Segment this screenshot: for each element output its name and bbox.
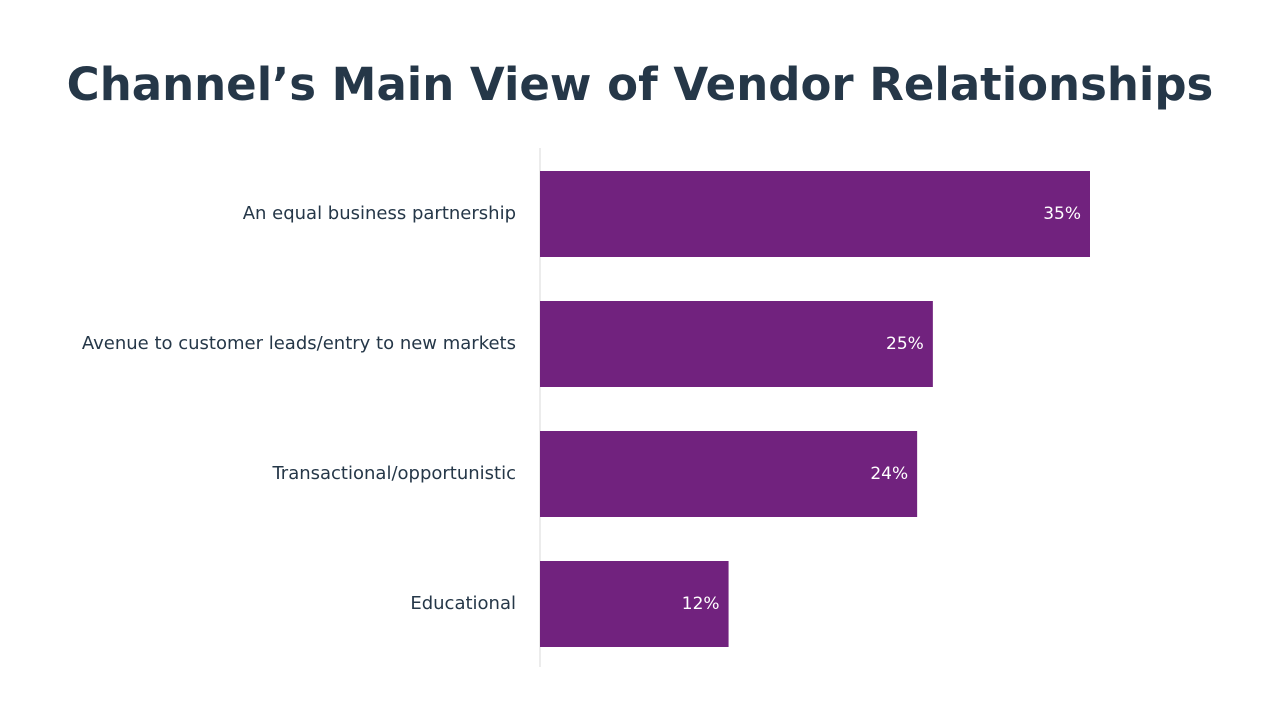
bar-transactional-opportunistic [540, 431, 918, 517]
category-label-transactional-opportunistic: Transactional/opportunistic [271, 463, 516, 484]
category-labels: An equal business partnership Avenue to c… [82, 203, 516, 614]
bar-avenue-to-customer-leads-entry-to-new-markets [540, 301, 933, 387]
bar-an-equal-business-partnership [540, 171, 1090, 257]
value-label-an-equal-business-partnership: 35% [1043, 204, 1081, 224]
category-label-an-equal-business-partnership: An equal business partnership [243, 203, 516, 224]
value-labels: 35% 25% 24% 12% [682, 204, 1081, 614]
bar-educational [540, 561, 729, 647]
category-label-avenue-to-customer-leads-entry-to-new-markets: Avenue to customer leads/entry to new ma… [82, 333, 516, 354]
slide-title: Channel’s Main View of Vendor Relationsh… [66, 58, 1214, 111]
bars-group [540, 171, 1090, 647]
value-label-educational: 12% [682, 594, 720, 614]
category-label-educational: Educational [410, 593, 516, 614]
value-label-avenue-to-customer-leads-entry-to-new-markets: 25% [886, 334, 924, 354]
value-label-transactional-opportunistic: 24% [870, 464, 908, 484]
